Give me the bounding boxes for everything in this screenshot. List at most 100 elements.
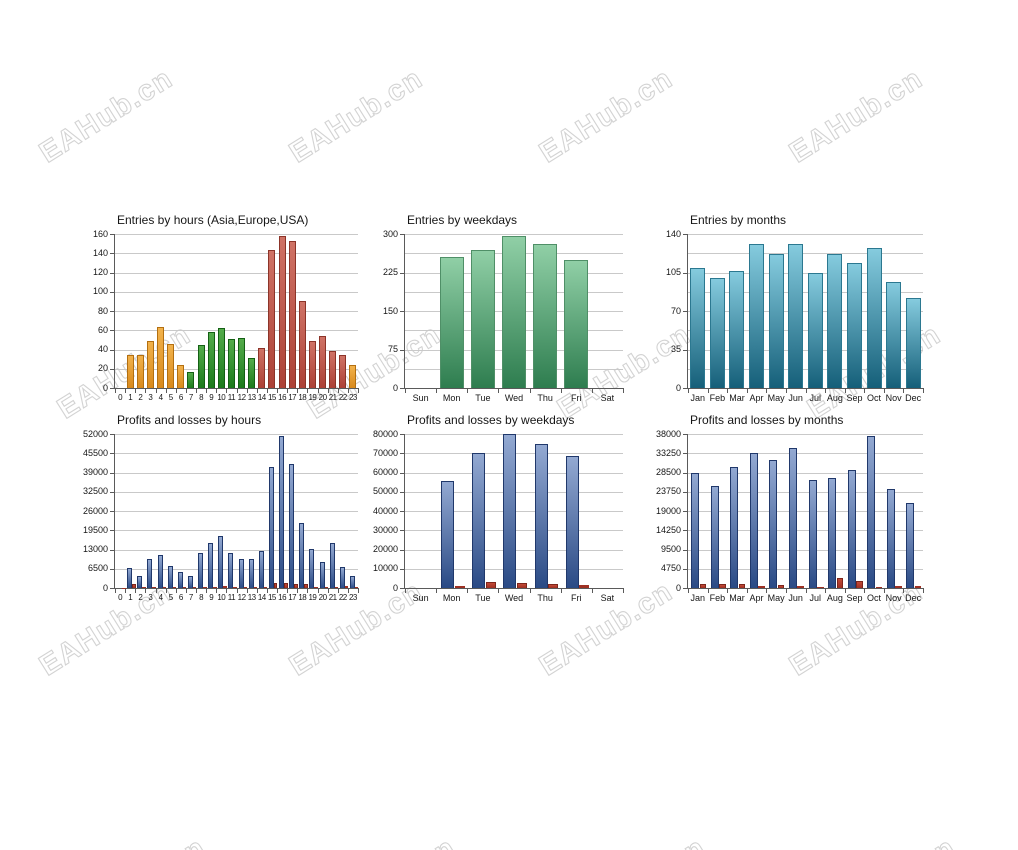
y-axis-tick — [400, 349, 404, 351]
x-axis-tick — [688, 389, 689, 393]
x-axis-label: 16 — [278, 593, 287, 602]
x-axis-tick — [277, 389, 278, 393]
bar-profit-feb — [710, 486, 719, 588]
x-axis-label: 5 — [168, 593, 173, 602]
bar-loss-21 — [334, 586, 339, 588]
gridline — [688, 272, 923, 274]
x-axis-tick — [317, 389, 319, 393]
x-axis-tick — [844, 589, 846, 593]
x-axis-tick — [591, 389, 593, 393]
bar-profit-6 — [177, 572, 183, 588]
bar-entries-aug — [827, 253, 843, 388]
gridline — [688, 472, 923, 474]
y-axis-tick — [110, 434, 114, 435]
gridline — [688, 349, 923, 351]
bar-loss-feb — [719, 583, 726, 588]
bar-entries-mar — [729, 271, 745, 388]
x-axis-tick — [206, 589, 208, 593]
bar-profit-19 — [309, 549, 315, 588]
y-axis-tick — [683, 568, 687, 570]
bar-entries-sep — [846, 262, 862, 388]
x-axis-label: 2 — [138, 593, 143, 602]
bar-loss-10 — [223, 585, 227, 588]
y-axis-label: 28500 — [655, 467, 681, 477]
y-axis-tick — [683, 234, 687, 235]
x-axis-label: Thu — [537, 593, 553, 603]
x-axis-label: 11 — [227, 593, 236, 602]
x-axis-tick — [125, 389, 127, 393]
x-axis-tick — [165, 589, 167, 593]
y-axis-tick — [400, 568, 404, 570]
x-axis-label: 10 — [217, 593, 226, 602]
y-axis-tick — [400, 388, 404, 389]
x-axis-tick — [337, 389, 339, 393]
x-axis-tick — [287, 389, 289, 393]
bar-entries-apr — [749, 243, 765, 388]
x-axis-tick — [498, 389, 500, 393]
y-axis-label: 120 — [92, 267, 108, 277]
gridline — [115, 291, 358, 293]
x-axis-label: Sep — [846, 393, 863, 403]
y-axis-label: 225 — [382, 267, 398, 277]
x-axis-tick — [337, 589, 339, 593]
y-axis-tick — [110, 349, 114, 351]
bar-profit-oct — [867, 435, 876, 588]
y-axis-tick — [683, 511, 687, 512]
x-axis-label: 8 — [199, 593, 204, 602]
y-axis-tick — [683, 491, 687, 493]
gridline — [405, 234, 623, 235]
x-axis-label: 23 — [348, 593, 357, 602]
y-axis-tick — [683, 388, 687, 389]
x-axis-tick — [287, 589, 289, 593]
y-axis-tick — [110, 234, 114, 235]
x-axis-label: Thu — [537, 393, 553, 403]
bar-profit-jul — [808, 479, 817, 588]
bar-profit-3 — [147, 558, 153, 588]
y-axis-label: 105 — [665, 267, 681, 277]
bar-loss-17 — [294, 583, 298, 588]
bar-profit-7 — [187, 575, 193, 588]
bar-entries-feb — [709, 278, 725, 388]
gridline — [115, 234, 358, 235]
bar-profit-13 — [248, 558, 254, 588]
x-axis-tick — [825, 589, 827, 593]
bar-entries-22 — [339, 355, 347, 388]
x-axis-tick — [155, 389, 157, 393]
x-axis-tick — [175, 589, 177, 593]
x-axis-tick — [307, 589, 309, 593]
x-axis-tick — [155, 589, 157, 593]
y-axis-label: 14250 — [655, 524, 681, 535]
x-axis-label: Aug — [826, 393, 843, 403]
y-axis — [114, 434, 115, 589]
y-axis-tick — [683, 349, 687, 351]
y-axis-tick — [400, 530, 404, 532]
x-axis-label: Jul — [809, 593, 822, 603]
y-axis-tick — [110, 388, 114, 389]
chart-title: Entries by months — [690, 213, 787, 227]
y-axis-label: 26000 — [82, 505, 108, 516]
x-axis-label: Jan — [690, 393, 706, 403]
x-axis — [404, 388, 624, 389]
x-axis-label: 12 — [237, 593, 246, 602]
bar-entries-jan — [690, 268, 706, 388]
bar-entries-5 — [167, 343, 175, 388]
bar-loss-sep — [856, 581, 863, 588]
bar-loss-nov — [895, 586, 902, 588]
bar-profit-5 — [167, 565, 173, 588]
x-axis-label: 15 — [267, 393, 276, 402]
bar-entries-mon — [439, 257, 464, 388]
bar-loss-wed — [516, 583, 527, 588]
bar-profit-apr — [749, 453, 758, 588]
x-axis-tick — [236, 389, 238, 393]
x-axis-label: 14 — [257, 393, 266, 402]
y-axis-tick — [110, 511, 114, 512]
x-axis-label: Sat — [600, 393, 615, 403]
x-axis-label: 17 — [288, 393, 297, 402]
x-axis-label: May — [767, 393, 785, 403]
bar-profit-2 — [137, 575, 143, 588]
y-axis-tick — [110, 568, 114, 570]
bar-loss-4 — [162, 587, 166, 589]
bar-loss-13 — [253, 587, 258, 589]
bar-loss-8 — [203, 587, 207, 589]
x-axis-label: 21 — [328, 393, 337, 402]
